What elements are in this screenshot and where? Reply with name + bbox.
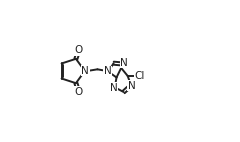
Text: Cl: Cl [135, 71, 145, 81]
Text: N: N [120, 58, 128, 68]
Text: O: O [74, 45, 83, 55]
Text: N: N [128, 81, 136, 91]
Text: N: N [110, 83, 118, 93]
Text: N: N [104, 66, 112, 76]
Text: N: N [81, 66, 89, 76]
Text: O: O [74, 87, 83, 97]
